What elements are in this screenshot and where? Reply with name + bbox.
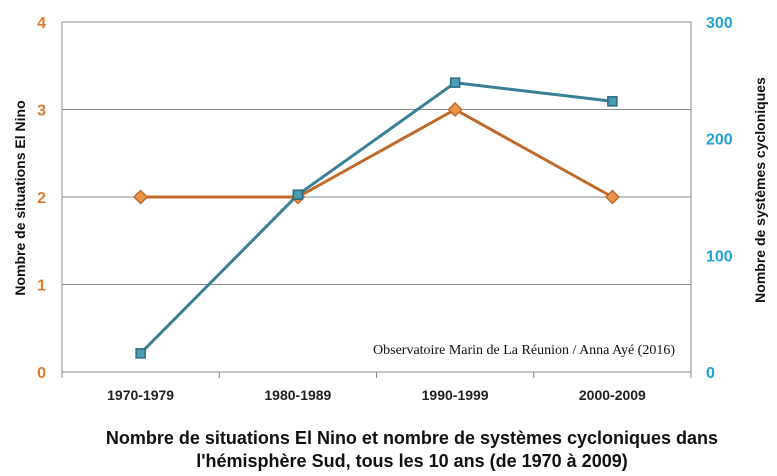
left-axis-tick-labels: 0 1 2 3 4 [37,15,46,382]
series-1-point-3 [607,96,618,107]
right-tick-label-1: 100 [706,248,733,265]
series-1-point-1 [292,189,304,200]
left-tick-label-3: 3 [37,103,46,120]
x-tick-label-3: 2000-2009 [579,387,646,403]
series-1-line [139,81,613,355]
credit-annotation: Observatoire Marin de La Réunion / Anna … [373,343,675,358]
series-0-line [140,108,614,199]
right-tick-label-2: 200 [706,132,733,149]
right-tick-label-0: 0 [706,365,715,382]
right-tick-label-3: 300 [706,15,733,32]
right-axis-title: Nombre de systèmes cycloniques [752,77,768,303]
series-0-point-3 [604,189,620,205]
series-0-point-0 [133,189,149,205]
x-tick-label-0: 1970-1979 [107,387,174,403]
series-0-point-2 [447,101,463,118]
x-axis-tick-labels: 1970-1979 1980-1989 1990-1999 2000-2009 [107,387,646,403]
series-lines [139,81,614,355]
series-markers [133,77,620,359]
left-tick-label-4: 4 [37,15,46,32]
series-1-point-2 [449,77,461,88]
x-tick-label-2: 1990-1999 [422,387,489,403]
left-tick-label-2: 2 [37,190,46,207]
x-tick-label-1: 1980-1989 [264,387,331,403]
left-axis-title: Nombre de situations El Nino [12,100,28,295]
chart-caption-line-2: l'hémisphère Sud, tous les 10 ans (de 19… [196,451,627,471]
x-axis-ticks [61,372,692,378]
left-tick-label-1: 1 [37,278,46,295]
series-1-point-0 [135,348,146,359]
chart-caption-line-1: Nombre de situations El Nino et nombre d… [106,428,718,448]
right-axis-tick-labels: 0 100 200 300 [706,15,733,382]
left-tick-label-0: 0 [37,365,46,382]
